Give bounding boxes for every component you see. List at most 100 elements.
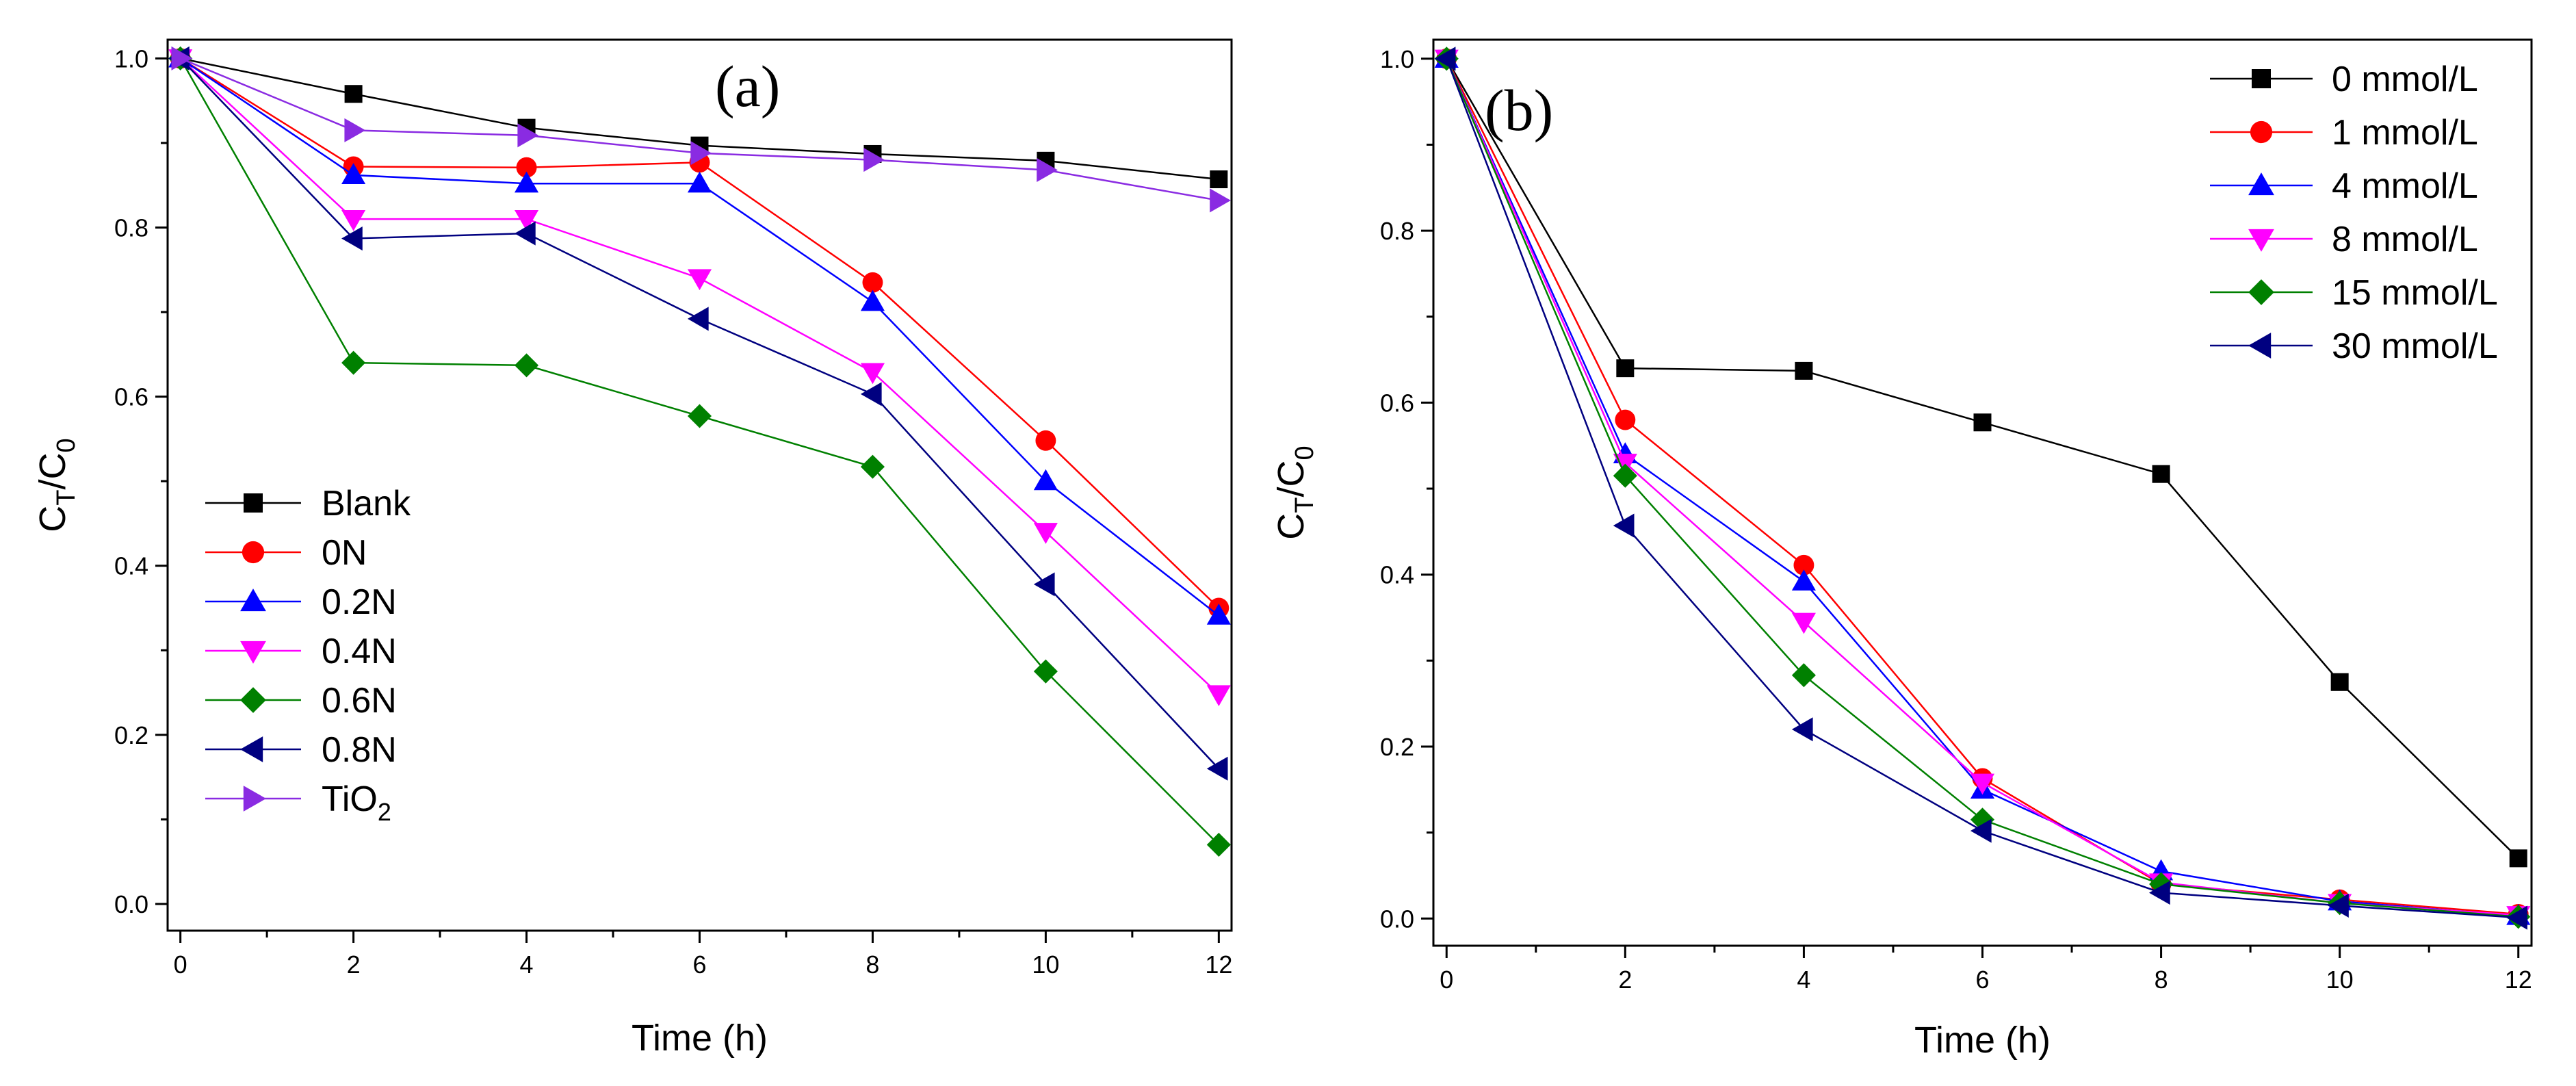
x-tick-label: 8: [2155, 966, 2168, 994]
data-point: [1791, 569, 1816, 591]
data-point: [1206, 604, 1231, 625]
data-point: [860, 289, 885, 311]
legend-label: 0 mmol/L: [2332, 60, 2478, 99]
data-point: [687, 307, 709, 331]
data-point: [1033, 469, 1058, 491]
legend-label: 0N: [322, 533, 367, 573]
x-tick-label: 0: [1440, 966, 1453, 994]
data-point: [1206, 832, 1231, 857]
series-0-4n: [168, 49, 1231, 707]
y-tick-label: 0.2: [1380, 733, 1414, 761]
data-point: [862, 272, 883, 293]
data-point: [1037, 157, 1058, 182]
data-point: [687, 269, 712, 291]
legend-marker: [240, 589, 266, 612]
data-point: [515, 171, 539, 193]
data-point: [1206, 685, 1231, 707]
legend-marker: [242, 541, 265, 564]
data-point: [1970, 818, 1992, 843]
data-point: [1793, 554, 1814, 576]
data-point: [341, 209, 366, 231]
data-point: [1613, 463, 1637, 488]
x-tick-label: 6: [692, 951, 706, 979]
x-tick-label: 10: [1032, 951, 1059, 979]
legend-label: 8 mmol/L: [2332, 220, 2478, 259]
y-tick-label: 0.2: [114, 721, 148, 749]
data-point: [1210, 188, 1231, 213]
data-point: [344, 118, 366, 142]
x-tick-label: 6: [1975, 966, 1989, 994]
data-point: [690, 141, 712, 166]
data-point: [1033, 659, 1058, 684]
data-point: [1206, 756, 1228, 781]
legend-marker: [240, 687, 266, 713]
data-point: [687, 171, 712, 193]
series-30-mmol-l: [1434, 47, 2527, 930]
data-point: [516, 157, 537, 178]
panel-label: (b): [1485, 77, 1553, 143]
legend-label: 0.6N: [322, 681, 397, 721]
panel-b: 0 2 4 6 8 10 12 0.0 0.2 0.4 0.6 0.8 1.0 Time (h) CT/C0…: [1271, 38, 2533, 1061]
series-tio2: [171, 46, 1231, 213]
legend: Blank 0N 0.2N 0.4N 0.6N 0.8N TiO2: [205, 484, 411, 826]
y-tick-label: 0.6: [114, 383, 148, 411]
legend-marker: [2248, 172, 2274, 196]
data-point: [344, 85, 363, 103]
series-0-8n: [168, 46, 1228, 781]
x-tick-label: 4: [1797, 966, 1810, 994]
panel-a: 0 2 4 6 8 10 12 0.0 0.2 0.4 0.6 0.8 1.0 Time (h) CT/C0…: [32, 38, 1233, 1059]
legend-marker: [240, 736, 263, 762]
data-point: [2509, 849, 2527, 868]
legend-marker: [2248, 279, 2274, 305]
data-point: [2506, 905, 2527, 930]
data-point: [860, 454, 885, 479]
data-point: [341, 350, 366, 375]
data-point: [1033, 572, 1055, 597]
legend-label: TiO2: [322, 779, 391, 826]
x-tick-label: 10: [2326, 966, 2354, 994]
data-point: [2149, 881, 2170, 905]
y-tick-label: 0.6: [1380, 389, 1414, 417]
x-tick-label: 12: [1205, 951, 1232, 979]
y-tick-label: 0.4: [114, 552, 148, 580]
data-point: [1615, 409, 1636, 430]
legend-label: Blank: [322, 484, 411, 523]
y-axis-label: CT/C0: [1271, 445, 1319, 539]
data-point: [860, 363, 885, 385]
y-axis-label: CT/C0: [32, 438, 81, 532]
legend-marker: [244, 493, 263, 513]
legend-label: 1 mmol/L: [2332, 113, 2478, 153]
data-point: [341, 163, 366, 185]
data-point: [687, 404, 712, 428]
y-tick-label: 0.0: [1380, 905, 1414, 933]
data-point: [1033, 523, 1058, 544]
data-point: [515, 353, 539, 378]
legend: 0 mmol/L 1 mmol/L 4 mmol/L 8 mmol/L 15 mmol/…: [2210, 60, 2498, 366]
data-point: [863, 148, 885, 172]
x-tick-label: 12: [2505, 966, 2532, 994]
legend-marker: [2248, 333, 2272, 359]
x-tick-label: 0: [174, 951, 187, 979]
data-point: [860, 382, 882, 406]
x-axis-label: Time (h): [1914, 1020, 2051, 1061]
data-point: [1791, 717, 1813, 742]
data-point: [2328, 893, 2349, 918]
data-point: [1434, 47, 1456, 71]
data-point: [517, 123, 539, 148]
x-tick-label: 2: [1618, 966, 1632, 994]
data-point: [515, 209, 539, 231]
x-axis-label: Time (h): [632, 1018, 768, 1059]
y-tick-label: 0.4: [1380, 561, 1414, 589]
data-point: [341, 226, 363, 251]
data-point: [1791, 663, 1816, 688]
y-tick-label: 1.0: [114, 44, 148, 73]
data-point: [1616, 359, 1635, 378]
data-point: [1613, 513, 1635, 538]
panel-label: (a): [715, 53, 780, 119]
data-point: [2330, 673, 2349, 691]
data-point: [171, 46, 193, 70]
y-tick-label: 1.0: [1380, 45, 1414, 73]
y-tick-label: 0.0: [114, 890, 148, 918]
data-point: [1973, 413, 1992, 432]
data-point: [1210, 170, 1228, 189]
